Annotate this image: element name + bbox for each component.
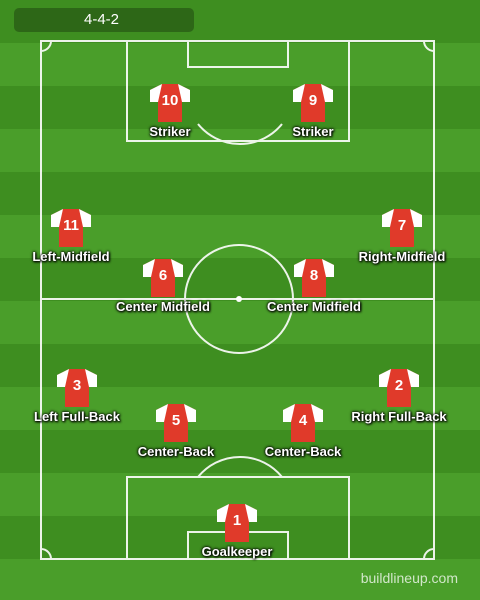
player-number: 8 — [309, 267, 319, 284]
shirt-icon — [279, 400, 327, 444]
player-position: Left-Midfield — [32, 249, 110, 264]
player-left-midfield-11[interactable]: 11 Left-Midfield — [11, 205, 131, 275]
shirt-icon — [289, 80, 337, 124]
player-number: 7 — [397, 217, 407, 234]
player-center-back-5[interactable]: 5 Center-Back — [116, 400, 236, 470]
shirt-icon — [213, 500, 261, 544]
shirt-icon — [47, 205, 95, 249]
player-number: 4 — [298, 412, 308, 429]
player-position: Goalkeeper — [201, 544, 273, 559]
shirt-icon — [152, 400, 200, 444]
shirt-icon — [146, 80, 194, 124]
player-number: 2 — [394, 377, 404, 394]
player-center-midfield-8[interactable]: 8 Center Midfield — [254, 255, 374, 325]
player-number: 5 — [171, 412, 181, 429]
player-position: Center Midfield — [267, 299, 361, 314]
player-position: Center-Back — [137, 444, 215, 459]
shirt-icon — [139, 255, 187, 299]
shirt-icon — [375, 365, 423, 409]
shirt-icon — [290, 255, 338, 299]
player-goalkeeper-1[interactable]: 1 Goalkeeper — [177, 500, 297, 570]
player-striker-10[interactable]: 10 Striker — [110, 80, 230, 150]
player-position: Striker — [292, 124, 334, 139]
formation-label: 4-4-2 — [14, 8, 194, 32]
player-number: 10 — [161, 92, 179, 109]
player-number: 1 — [232, 512, 242, 529]
player-left-full-back-3[interactable]: 3 Left Full-Back — [17, 365, 137, 435]
player-position: Left Full-Back — [34, 409, 120, 424]
player-right-midfield-7[interactable]: 7 Right-Midfield — [342, 205, 462, 275]
player-number: 9 — [308, 92, 318, 109]
player-position: Center Midfield — [116, 299, 210, 314]
player-center-midfield-6[interactable]: 6 Center Midfield — [103, 255, 223, 325]
player-number: 6 — [158, 267, 168, 284]
shirt-icon — [53, 365, 101, 409]
player-position: Center-Back — [264, 444, 342, 459]
player-position: Striker — [149, 124, 191, 139]
player-right-full-back-2[interactable]: 2 Right Full-Back — [339, 365, 459, 435]
player-center-back-4[interactable]: 4 Center-Back — [243, 400, 363, 470]
player-number: 11 — [63, 217, 79, 234]
player-position: Right-Midfield — [358, 249, 446, 264]
player-position: Right Full-Back — [351, 409, 447, 424]
watermark: buildlineup.com — [360, 570, 458, 586]
player-striker-9[interactable]: 9 Striker — [253, 80, 373, 150]
shirt-icon — [378, 205, 426, 249]
player-number: 3 — [72, 377, 82, 394]
